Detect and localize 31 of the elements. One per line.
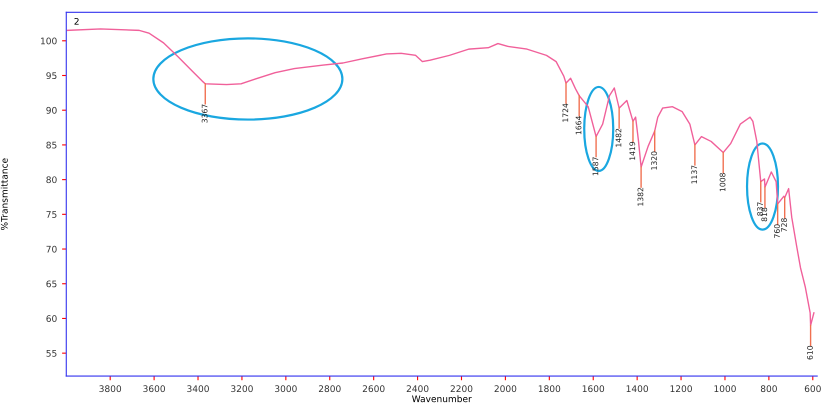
y-tick-label: 95 (46, 72, 56, 80)
y-tick-label: 75 (46, 211, 56, 218)
x-tick-label: 1400 (626, 385, 648, 392)
x-tick-label: 1000 (714, 385, 736, 392)
y-tick-label: 90 (46, 106, 57, 114)
x-tick-label: 3000 (275, 385, 297, 392)
x-tick-label: 3600 (143, 385, 165, 392)
x-tick-label: 2400 (406, 385, 428, 392)
x-tick-label: 1800 (538, 385, 560, 392)
y-tick-label: 65 (46, 280, 56, 288)
x-tick-label: 2800 (318, 385, 341, 392)
x-tick-label: 1200 (670, 385, 692, 392)
x-tick-label: 800 (760, 385, 777, 392)
x-tick-label: 2000 (494, 385, 516, 392)
y-tick-label: 70 (46, 246, 57, 253)
x-tick-label: 600 (804, 385, 821, 392)
x-axis-title: Wavenumber (412, 395, 472, 402)
y-tick-label: 100 (41, 38, 57, 44)
x-tick-label: 2600 (362, 385, 385, 392)
x-tick-label: 3400 (187, 385, 209, 392)
x-tick-label: 1600 (582, 385, 604, 392)
x-tick-label: 2200 (450, 385, 472, 392)
y-axis-title: %Transmittance (0, 158, 8, 230)
y-tick-label: 85 (46, 142, 56, 148)
line-series (66, 28, 815, 326)
x-tick-label: 3200 (231, 385, 253, 392)
y-tick-label: 80 (46, 176, 57, 184)
y-tick-label: 55 (46, 350, 56, 357)
x-tick-label: 3800 (99, 385, 122, 392)
y-tick-label: 60 (46, 315, 57, 322)
annotation: 2 (74, 18, 79, 25)
